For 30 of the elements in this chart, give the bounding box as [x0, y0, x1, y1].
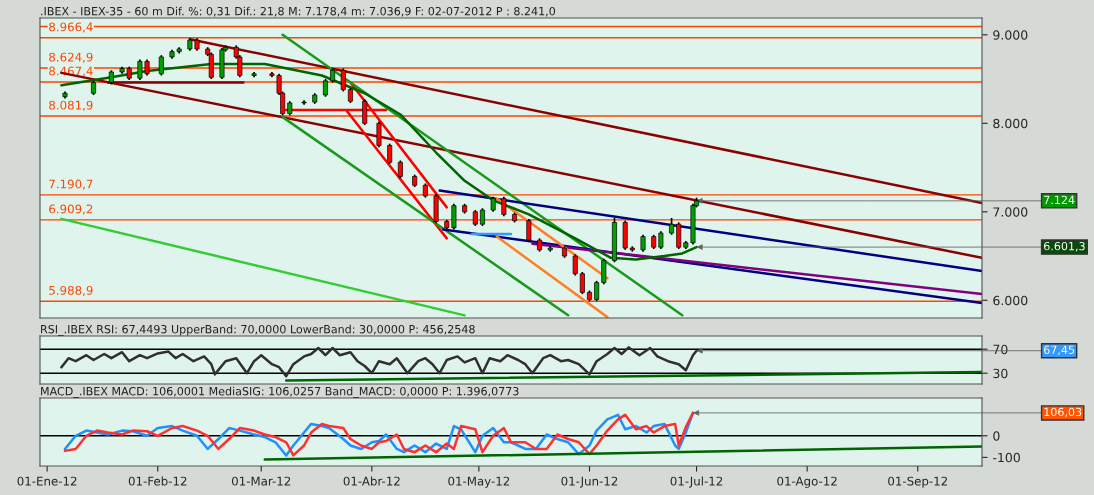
chart-title: .IBEX - IBEX-35 - 60 m Dif. %: 0,31 Dif.: 21,8 M: 7.178,4 m: 7.036,9 F: 02-07-2012 P : 8.241,0 [41, 6, 556, 17]
x-tick-label: 01-Mar-12 [231, 476, 291, 486]
y-tick-label: 70 [993, 344, 1008, 355]
y-tick-label: -100 [993, 452, 1020, 463]
x-tick-label: 01-Sep-12 [888, 476, 947, 488]
annotation: 67,45 [1044, 345, 1075, 356]
x-tick-label: 01-Ene-12 [17, 476, 77, 486]
x-tick-label: 01-Ago-12 [777, 476, 837, 488]
ref-line-label: 5.988,9 [49, 285, 93, 297]
annotation: 106,03 [1044, 407, 1082, 418]
ref-line-label: 8.624,9 [49, 52, 93, 63]
ref-line-label: 8.081,9 [49, 100, 93, 111]
y-tick-label: 8.000 [993, 118, 1028, 129]
ref-line-label: 6.909,2 [49, 204, 93, 215]
y-tick-label: 6.000 [993, 295, 1028, 306]
ref-line-label: 8.966,4 [49, 22, 93, 33]
x-tick-label: 01-May-12 [448, 476, 510, 488]
x-tick-label: 01-Jun-12 [561, 476, 618, 488]
x-tick-label: 01-Jul-12 [670, 476, 723, 488]
y-tick-label: 30 [993, 368, 1008, 379]
y-tick-label: 9.000 [993, 30, 1028, 40]
y-tick-label: 0 [993, 431, 1000, 441]
annotation: 7.124 [1044, 195, 1075, 204]
chart-title: RSI_.IBEX RSI: 67,4493 UpperBand: 70,0000 LowerBand: 30,0000 P: 456,2548 [41, 324, 475, 336]
annotation: 6.601,3 [1044, 241, 1085, 252]
y-tick-label: 7.000 [993, 207, 1028, 217]
x-tick-label: 01-Feb-12 [128, 476, 187, 486]
ref-line-label: 7.190,7 [49, 179, 93, 190]
x-tick-label: 01-Abr-12 [343, 476, 400, 486]
chart-title: MACD_.IBEX MACD: 106,0001 MediaSIG: 106,0257 Band_MACD: 0,0000 P: 1.396,0773 [41, 386, 519, 398]
